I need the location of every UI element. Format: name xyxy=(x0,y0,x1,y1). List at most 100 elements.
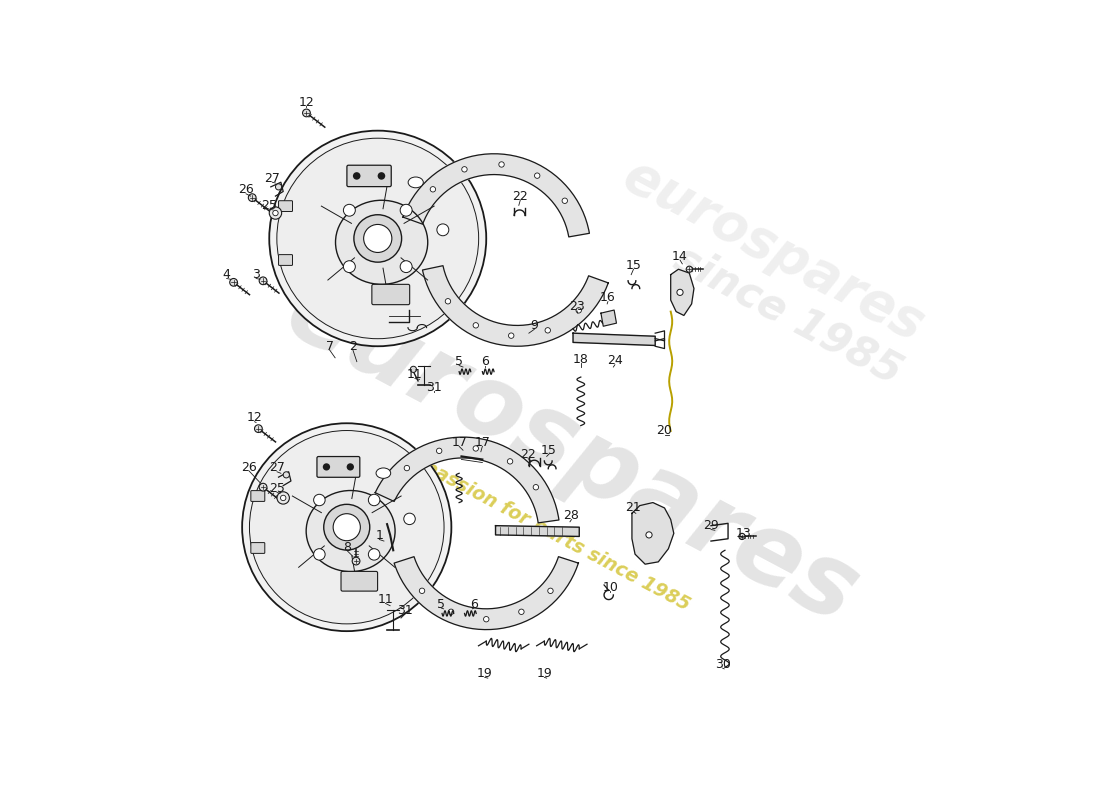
Circle shape xyxy=(242,423,451,631)
Circle shape xyxy=(353,172,361,180)
Circle shape xyxy=(302,109,310,117)
Circle shape xyxy=(646,532,652,538)
Ellipse shape xyxy=(336,200,428,284)
Circle shape xyxy=(368,494,379,506)
Text: 4: 4 xyxy=(222,268,231,281)
Ellipse shape xyxy=(306,490,395,571)
Text: 6: 6 xyxy=(470,598,477,610)
Circle shape xyxy=(277,492,289,504)
Text: 27: 27 xyxy=(270,462,285,474)
FancyBboxPatch shape xyxy=(372,284,409,305)
Text: eurospares: eurospares xyxy=(614,149,933,351)
Circle shape xyxy=(277,138,478,338)
Text: 2: 2 xyxy=(349,340,356,353)
Text: 31: 31 xyxy=(397,604,412,617)
Polygon shape xyxy=(375,437,559,523)
Circle shape xyxy=(280,495,286,501)
Text: 5: 5 xyxy=(438,598,446,610)
Circle shape xyxy=(410,366,417,373)
Circle shape xyxy=(273,210,278,216)
Circle shape xyxy=(404,513,416,525)
Polygon shape xyxy=(573,333,656,346)
Text: a passion for parts since 1985: a passion for parts since 1985 xyxy=(404,448,693,614)
Circle shape xyxy=(508,333,514,338)
Circle shape xyxy=(364,225,392,253)
Circle shape xyxy=(484,617,490,622)
Polygon shape xyxy=(671,270,694,315)
Text: 14: 14 xyxy=(672,250,688,262)
Circle shape xyxy=(437,448,442,454)
Circle shape xyxy=(430,186,436,192)
Text: 25: 25 xyxy=(262,199,277,212)
Text: 6: 6 xyxy=(481,355,488,368)
Text: 5: 5 xyxy=(455,355,463,368)
Polygon shape xyxy=(403,154,590,237)
Circle shape xyxy=(419,588,425,594)
Text: 17: 17 xyxy=(474,436,491,449)
Circle shape xyxy=(275,184,282,190)
FancyBboxPatch shape xyxy=(278,254,293,266)
Text: 15: 15 xyxy=(626,259,641,272)
Circle shape xyxy=(462,166,468,172)
Text: 30: 30 xyxy=(715,658,730,670)
Polygon shape xyxy=(394,557,579,630)
Circle shape xyxy=(283,472,289,478)
Circle shape xyxy=(333,514,361,541)
Circle shape xyxy=(473,322,478,328)
FancyBboxPatch shape xyxy=(251,490,265,502)
Text: 10: 10 xyxy=(603,581,618,594)
Text: 21: 21 xyxy=(626,502,641,514)
Circle shape xyxy=(535,173,540,178)
Text: 18: 18 xyxy=(573,353,588,366)
Circle shape xyxy=(354,214,402,262)
Circle shape xyxy=(377,172,385,180)
Circle shape xyxy=(498,162,504,167)
Text: 9: 9 xyxy=(530,319,538,332)
Circle shape xyxy=(400,261,412,273)
Text: 11: 11 xyxy=(407,368,422,382)
Circle shape xyxy=(449,609,454,614)
Circle shape xyxy=(322,463,330,470)
Text: 12: 12 xyxy=(246,411,263,424)
Circle shape xyxy=(250,430,444,624)
Text: 11: 11 xyxy=(377,593,394,606)
Text: 3: 3 xyxy=(252,268,260,281)
Text: eurospares: eurospares xyxy=(270,262,873,646)
FancyBboxPatch shape xyxy=(251,542,265,554)
Text: 19: 19 xyxy=(537,667,552,680)
Text: 24: 24 xyxy=(607,354,623,367)
Circle shape xyxy=(686,266,692,272)
Circle shape xyxy=(260,483,267,491)
Circle shape xyxy=(314,494,326,506)
Text: 25: 25 xyxy=(270,482,285,495)
Text: 31: 31 xyxy=(427,381,442,394)
Circle shape xyxy=(562,198,568,203)
Circle shape xyxy=(437,224,449,236)
Circle shape xyxy=(260,277,267,285)
Circle shape xyxy=(446,298,451,304)
Circle shape xyxy=(346,463,354,470)
Circle shape xyxy=(314,549,326,560)
Text: 15: 15 xyxy=(541,444,557,457)
Circle shape xyxy=(323,504,370,550)
Circle shape xyxy=(343,261,355,273)
Circle shape xyxy=(343,204,355,216)
Text: 26: 26 xyxy=(241,461,257,474)
FancyBboxPatch shape xyxy=(346,166,392,186)
Text: 19: 19 xyxy=(476,667,493,680)
Circle shape xyxy=(534,485,539,490)
Text: 17: 17 xyxy=(451,436,468,449)
Ellipse shape xyxy=(408,177,424,188)
FancyBboxPatch shape xyxy=(278,201,293,211)
Circle shape xyxy=(548,588,553,594)
Text: 23: 23 xyxy=(569,301,585,314)
Text: since 1985: since 1985 xyxy=(668,238,910,393)
Text: 26: 26 xyxy=(238,183,254,197)
Text: 8: 8 xyxy=(343,541,352,554)
Text: 29: 29 xyxy=(703,519,719,532)
Circle shape xyxy=(404,466,409,470)
FancyBboxPatch shape xyxy=(341,571,377,591)
Text: 28: 28 xyxy=(563,509,580,522)
Ellipse shape xyxy=(376,468,390,478)
Text: 22: 22 xyxy=(513,190,528,202)
